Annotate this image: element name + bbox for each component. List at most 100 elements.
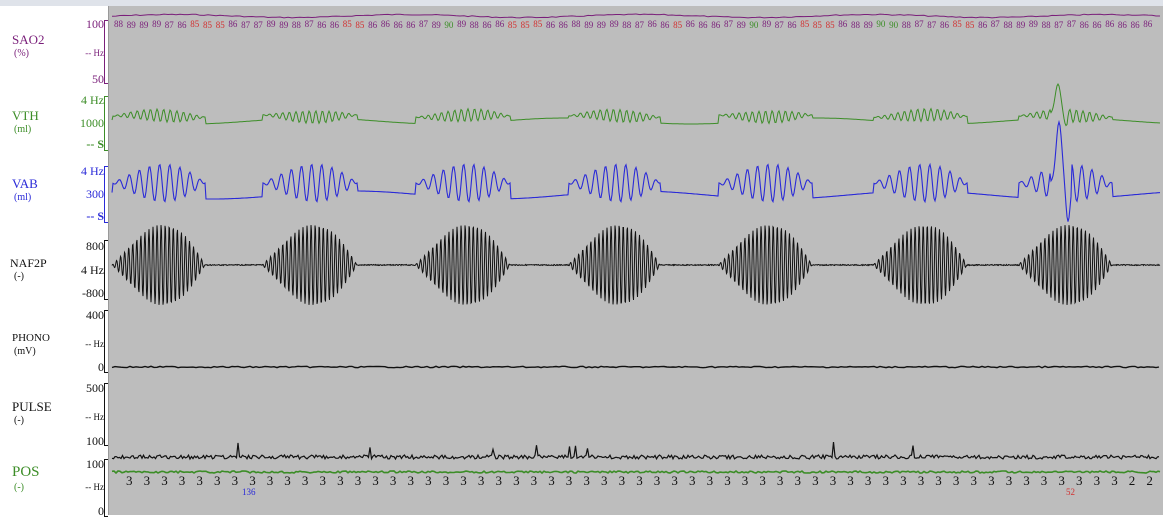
pos-value: 3 — [460, 473, 467, 488]
pos-value: 3 — [583, 473, 590, 488]
sao2-value: 89 — [1029, 19, 1039, 29]
channel-name-pos[interactable]: POS — [12, 464, 40, 480]
scale-bottom-naf2p: -800 — [82, 286, 104, 300]
scale-bottom-pulse: 100 — [86, 434, 104, 448]
pos-value: 3 — [372, 473, 379, 488]
scale-bottom-sao2: 50 — [92, 72, 104, 86]
sao2-value: 86 — [483, 20, 493, 30]
pos-value: 3 — [865, 473, 872, 488]
pos-value: 3 — [355, 473, 362, 488]
pos-value: 3 — [496, 473, 503, 488]
sao2-value: 87 — [419, 19, 429, 29]
scale-bracket-pulse — [104, 383, 108, 446]
marker-52[interactable]: 52 — [1066, 487, 1075, 497]
pos-value: 2 — [1146, 473, 1153, 488]
sao2-value: 85 — [521, 20, 531, 30]
sao2-value: 86 — [330, 20, 340, 30]
sao2-value: 89 — [267, 19, 277, 29]
sao2-value: 86 — [394, 20, 404, 30]
sao2-value: 86 — [940, 20, 950, 30]
sao2-value: 87 — [305, 19, 315, 29]
pos-value: 3 — [548, 473, 555, 488]
sao2-value: 86 — [1143, 19, 1153, 29]
sao2-value: 89 — [610, 19, 620, 29]
sao2-value: 88 — [114, 19, 124, 29]
scale-bottom-phono: 0 — [98, 360, 104, 374]
sao2-value: 85 — [533, 19, 543, 29]
channel-name-pulse[interactable]: PULSE — [12, 399, 52, 414]
scale-top-phono: 400 — [86, 308, 104, 322]
channel-name-vab[interactable]: VAB — [12, 176, 38, 191]
pos-value: 3 — [531, 473, 538, 488]
scale-top-vab: 4 Hz — [81, 164, 104, 178]
marker-136[interactable]: 136 — [242, 487, 256, 497]
channel-unit-vab: (ml) — [14, 192, 32, 203]
pos-value: 3 — [742, 473, 749, 488]
sao2-value: 85 — [965, 20, 975, 30]
sao2-value: 86 — [1131, 20, 1141, 30]
pos-value: 3 — [953, 473, 960, 488]
scale-mid-phono: -- Hz — [85, 339, 104, 349]
sao2-value: 89 — [737, 20, 747, 30]
sao2-value: 86 — [178, 20, 188, 30]
scale-top-vth: 4 Hz — [81, 93, 104, 107]
sao2-value: 85 — [800, 19, 810, 29]
pos-value: 3 — [478, 473, 485, 488]
trace-vth — [111, 82, 1161, 127]
sao2-value: 86 — [660, 20, 670, 30]
scale-bracket-vth — [104, 96, 108, 151]
sao2-value: 87 — [915, 19, 925, 29]
trace-naf2p — [111, 225, 1161, 305]
sao2-value: 86 — [228, 19, 238, 29]
channel-name-vth[interactable]: VTH — [12, 108, 39, 123]
sao2-value: 89 — [139, 20, 149, 30]
pos-value: 3 — [126, 473, 133, 488]
channel-label-column: SAO2 (%) VTH (ml) VAB (ml) NAF2P (-) PHO… — [0, 6, 109, 518]
sao2-value: 88 — [1042, 20, 1052, 30]
pos-value: 3 — [689, 473, 696, 488]
pos-value: 3 — [249, 473, 256, 488]
pos-value: 3 — [302, 473, 309, 488]
scale-top-pulse: 500 — [86, 381, 104, 395]
sao2-value: 86 — [1105, 19, 1115, 29]
trace-phono — [111, 365, 1160, 369]
pos-value: 3 — [1058, 473, 1065, 488]
sao2-value: 87 — [635, 20, 645, 30]
pos-value: 3 — [619, 473, 626, 488]
pos-value: 3 — [443, 473, 450, 488]
pos-value: 2 — [1129, 473, 1136, 488]
sao2-value: 88 — [572, 19, 582, 29]
sao2-value: 86 — [699, 20, 709, 30]
sao2-value: 89 — [597, 20, 607, 30]
sao2-value: 85 — [203, 20, 213, 30]
pos-value: 3 — [390, 473, 397, 488]
sao2-value: 89 — [864, 20, 874, 30]
pos-value: 3 — [179, 473, 186, 488]
sao2-value: 86 — [559, 20, 569, 30]
trace-sao2 — [111, 13, 1160, 19]
sao2-value: 86 — [546, 20, 556, 30]
pos-value: 3 — [883, 473, 890, 488]
pos-value: 3 — [320, 473, 327, 488]
channel-name-phono[interactable]: PHONO — [12, 332, 50, 344]
sao2-value: 90 — [876, 19, 886, 29]
trace-pos — [111, 469, 1161, 475]
pos-value: 3 — [724, 473, 731, 488]
channel-name-naf2p[interactable]: NAF2P — [10, 256, 47, 270]
scale-mid-sao2: -- Hz — [85, 48, 104, 58]
sao2-value: 88 — [292, 20, 302, 30]
pos-value: 3 — [513, 473, 520, 488]
scale-bracket-phono — [104, 310, 108, 373]
pos-value: 3 — [812, 473, 819, 488]
scale-top-pos: 100 — [86, 457, 104, 471]
sao2-value: 85 — [953, 19, 963, 29]
sao2-value: 86 — [495, 19, 505, 29]
pos-value: 3 — [777, 473, 784, 488]
scale-top-naf2p: 800 — [86, 239, 104, 253]
channel-unit-pos: (-) — [14, 482, 24, 493]
scale-bottom-vth: -- S — [86, 137, 104, 151]
scale-bottom-vab: -- S — [86, 209, 104, 223]
channel-name-sao2[interactable]: SAO2 — [12, 32, 45, 47]
sao2-value: 85 — [216, 20, 226, 30]
scale-mid-pulse: -- Hz — [85, 412, 104, 422]
